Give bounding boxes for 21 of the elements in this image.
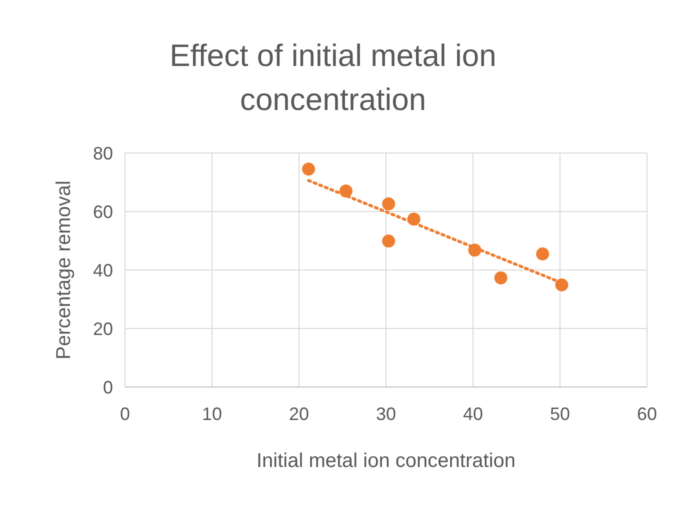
y-tick-label: 40 [92,260,113,280]
point [494,271,508,284]
point [382,197,396,210]
x-tick-label: 40 [462,404,484,424]
point [302,162,316,176]
point [555,278,568,292]
x-tick-label: 30 [376,404,396,424]
x-tick-label: 20 [288,404,310,424]
x-tick-label: 60 [636,404,658,424]
point [382,234,396,248]
y-tick-label: 80 [92,143,113,164]
point [536,247,550,260]
x-tick-label: 50 [550,404,570,424]
y-tick-label: 0 [102,377,113,398]
x-tick-label: 0 [120,404,130,424]
y-axis-title: Percentage removal [53,180,75,360]
x-tick-label: 10 [202,404,222,424]
chart-title: Effect of initial metal ion concentration [170,38,496,117]
y-tick-label: 20 [92,318,113,339]
x-axis-title: Initial metal ion concentration [256,450,516,472]
y-tick-label: 60 [92,202,113,222]
